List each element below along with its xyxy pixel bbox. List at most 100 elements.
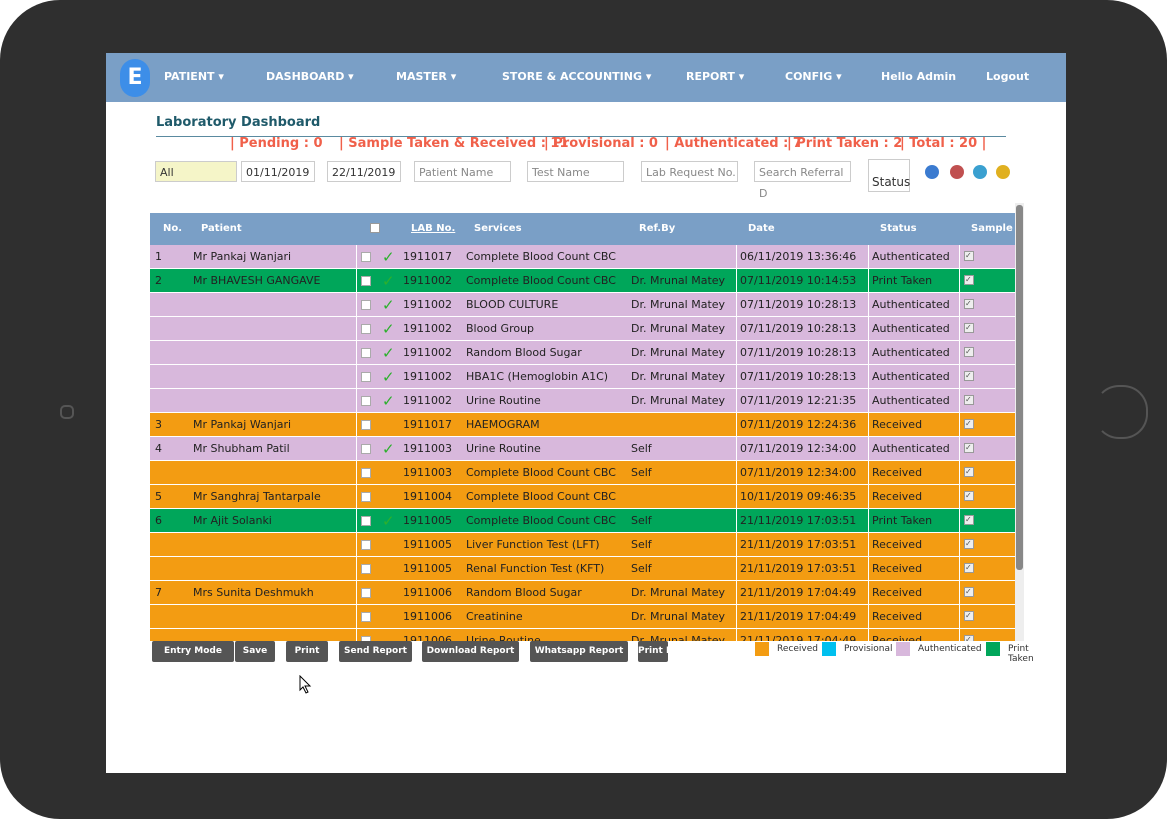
sample-checkbox[interactable]: ✓ [964, 563, 974, 573]
search-input[interactable]: Search Referral D [754, 161, 851, 200]
row-checkbox[interactable] [361, 324, 371, 334]
row-checkbox[interactable] [361, 492, 371, 502]
table-cell: Print Taken [872, 514, 933, 527]
cell-border [736, 413, 737, 437]
tool-icon[interactable] [950, 165, 964, 179]
action-button[interactable]: Entry Mode [152, 641, 234, 662]
sample-checkbox[interactable]: ✓ [964, 251, 974, 261]
row-checkbox[interactable] [361, 516, 371, 526]
row-checkbox[interactable] [361, 300, 371, 310]
row-checkbox[interactable] [361, 444, 371, 454]
action-button[interactable]: Whatsapp Report [530, 641, 628, 662]
action-button[interactable]: Print [286, 641, 328, 662]
table-cell: Mr Pankaj Wanjari [193, 250, 292, 263]
table-row: 1911006 Creatinine Dr. Mrunal Matey 21/11/2… [150, 605, 1015, 629]
status-select[interactable]: All [155, 161, 237, 182]
row-checkbox[interactable] [361, 252, 371, 262]
cell-border [736, 245, 737, 269]
action-button[interactable]: Send Report [339, 641, 412, 662]
row-checkbox[interactable] [361, 348, 371, 358]
sample-checkbox[interactable]: ✓ [964, 539, 974, 549]
cell-border [868, 413, 869, 437]
sample-checkbox[interactable]: ✓ [964, 347, 974, 357]
table-cell: 1911002 [403, 274, 452, 287]
sample-checkbox[interactable]: ✓ [964, 299, 974, 309]
nav-item[interactable]: DASHBOARD ▾ [266, 70, 354, 83]
table-cell: Self [631, 562, 652, 575]
date-to[interactable]: 22/11/2019 [327, 161, 401, 182]
nav-item[interactable]: PATIENT ▾ [164, 70, 224, 83]
table-cell: Mrs Sunita Deshmukh [193, 586, 314, 599]
row-checkbox[interactable] [361, 396, 371, 406]
search-input[interactable]: Test Name [527, 161, 624, 182]
nav-user[interactable]: Hello Admin [881, 70, 957, 83]
cell-border [959, 533, 960, 557]
tool-icon[interactable] [973, 165, 987, 179]
table-cell: 7 [155, 586, 162, 599]
sample-checkbox[interactable]: ✓ [964, 515, 974, 525]
table-row: 1911002 BLOOD CULTURE Dr. Mrunal Matey 07/1… [150, 293, 1015, 317]
cell-border [868, 293, 869, 317]
sample-checkbox[interactable]: ✓ [964, 275, 974, 285]
sample-checkbox[interactable]: ✓ [964, 371, 974, 381]
row-checkbox[interactable] [361, 540, 371, 550]
table-cell: 07/11/2019 10:28:13 [740, 370, 857, 383]
table-cell: Received [872, 466, 923, 479]
search-input[interactable]: Lab Request No. [641, 161, 738, 182]
table-row: 2 Mr BHAVESH GANGAVE 1911002 Complete Blood… [150, 269, 1015, 293]
sample-checkbox[interactable]: ✓ [964, 491, 974, 501]
sample-checkbox[interactable]: ✓ [964, 635, 974, 641]
logo[interactable]: E [120, 59, 150, 97]
tool-icon[interactable] [996, 165, 1010, 179]
row-checkbox[interactable] [361, 420, 371, 430]
cell-border [868, 365, 869, 389]
tool-icon[interactable] [925, 165, 939, 179]
nav-item[interactable]: REPORT ▾ [686, 70, 745, 83]
row-checkbox[interactable] [361, 612, 371, 622]
sample-checkbox[interactable]: ✓ [964, 443, 974, 453]
row-checkbox[interactable] [361, 372, 371, 382]
table-cell: Self [631, 442, 652, 455]
cell-border [736, 389, 737, 413]
cell-border [356, 341, 357, 365]
action-button[interactable]: Save [235, 641, 275, 662]
sample-checkbox[interactable]: ✓ [964, 611, 974, 621]
nav-logout[interactable]: Logout [986, 70, 1030, 83]
action-button[interactable]: Download Report [422, 641, 519, 662]
cell-border [959, 365, 960, 389]
status-filter[interactable]: Status [868, 159, 910, 192]
cell-border [356, 557, 357, 581]
table-cell: Complete Blood Count CBC [466, 274, 616, 287]
table-cell: 1911003 [403, 442, 452, 455]
legend-label: Print Taken [1008, 644, 1034, 664]
table-cell: 21/11/2019 17:04:49 [740, 586, 857, 599]
legend-swatch [896, 642, 910, 656]
nav-item[interactable]: MASTER ▾ [396, 70, 457, 83]
table-cell: Dr. Mrunal Matey [631, 586, 726, 599]
action-button[interactable]: Print BarCode [638, 641, 668, 662]
sample-checkbox[interactable]: ✓ [964, 467, 974, 477]
row-checkbox[interactable] [361, 276, 371, 286]
sample-checkbox[interactable]: ✓ [964, 419, 974, 429]
row-checkbox[interactable] [361, 636, 371, 641]
row-checkbox[interactable] [361, 588, 371, 598]
sample-checkbox[interactable]: ✓ [964, 395, 974, 405]
row-checkbox[interactable] [361, 564, 371, 574]
nav-item[interactable]: STORE & ACCOUNTING ▾ [502, 70, 652, 83]
sample-checkbox[interactable]: ✓ [964, 323, 974, 333]
sample-checkbox[interactable]: ✓ [964, 587, 974, 597]
search-input[interactable]: Patient Name [414, 161, 511, 182]
table-row: 1911002 Urine Routine Dr. Mrunal Matey 07/1… [150, 389, 1015, 413]
cell-border [868, 605, 869, 629]
row-checkbox[interactable] [361, 468, 371, 478]
table-cell: 07/11/2019 12:21:35 [740, 394, 857, 407]
date-from[interactable]: 01/11/2019 [241, 161, 315, 182]
scrollbar[interactable] [1015, 203, 1024, 641]
table-cell: 4 [155, 442, 162, 455]
nav-item[interactable]: CONFIG ▾ [785, 70, 842, 83]
select-all[interactable] [370, 223, 380, 233]
table-cell: Print Taken [872, 274, 933, 287]
cell-border [959, 461, 960, 485]
summary-item: | Authenticated : 7 [665, 136, 802, 151]
